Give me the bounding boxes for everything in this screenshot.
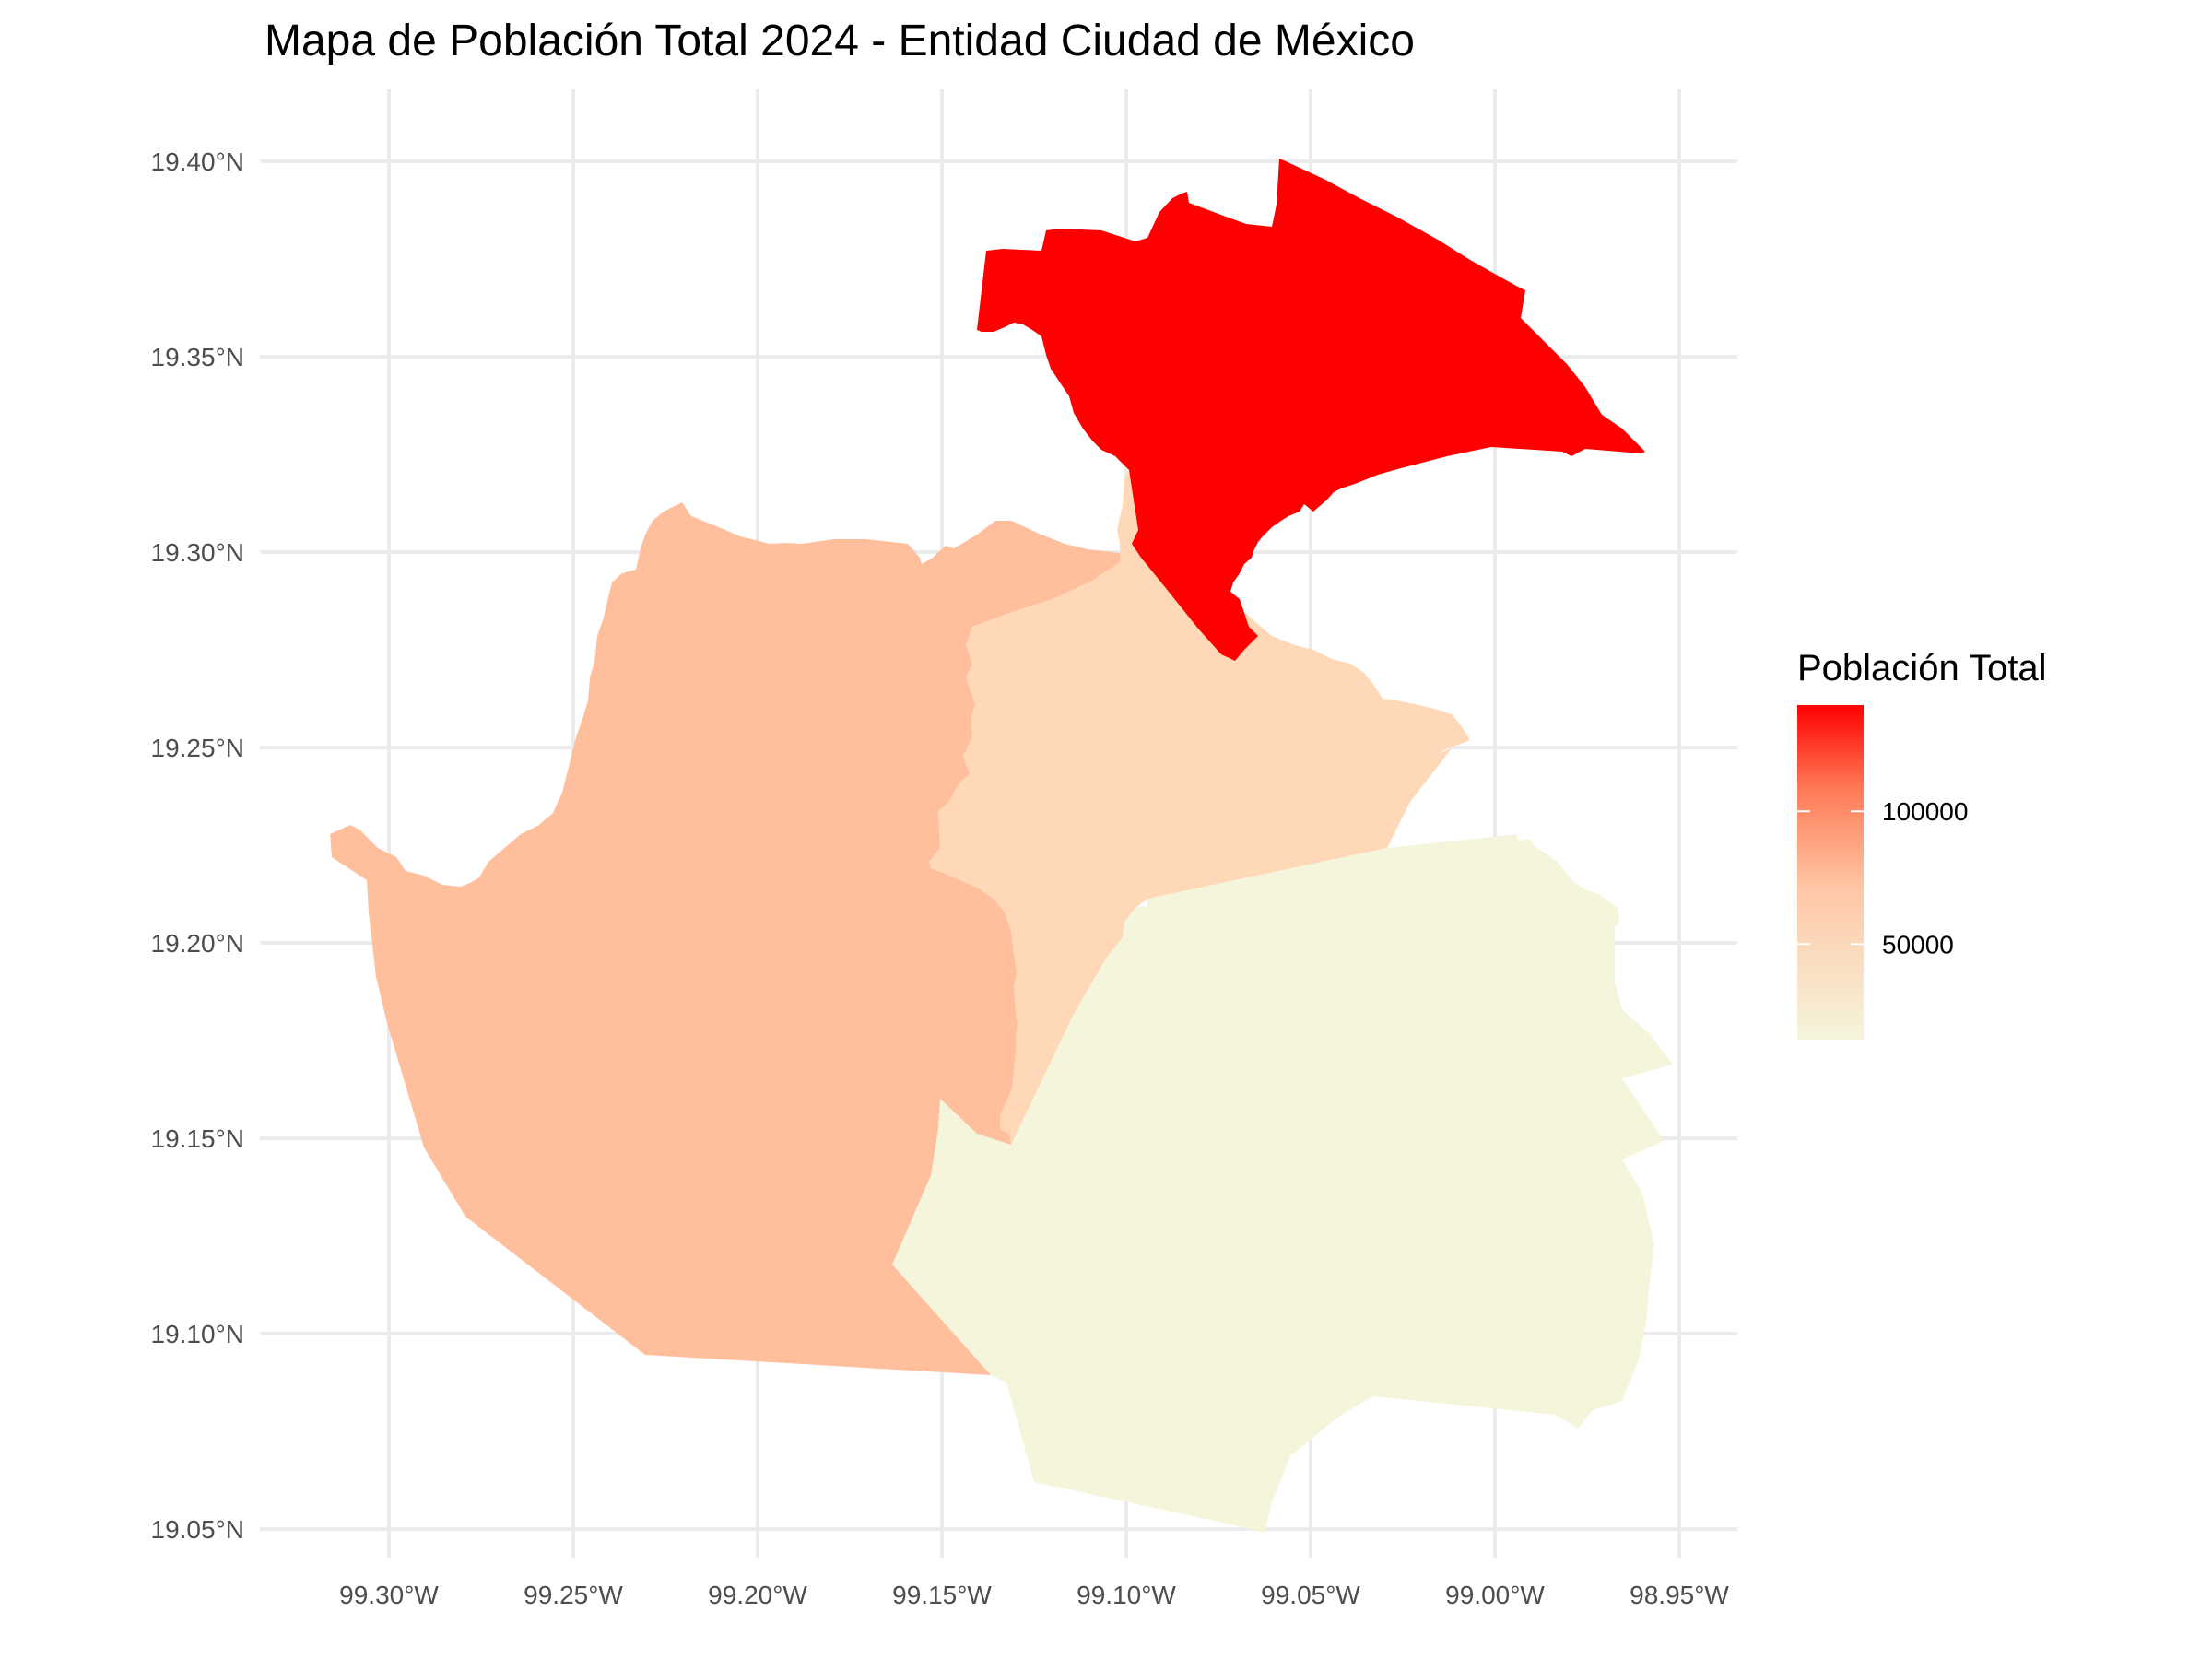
region-north-east bbox=[977, 159, 1645, 661]
legend: Población Total 100000 50000 bbox=[1797, 648, 2047, 1040]
x-tick-label: 99.20°W bbox=[708, 1581, 807, 1609]
legend-ticks bbox=[1797, 810, 1864, 946]
y-tick-label: 19.25°N bbox=[151, 734, 245, 762]
y-tick-label: 19.35°N bbox=[151, 343, 245, 371]
y-tick-label: 19.10°N bbox=[151, 1320, 245, 1348]
legend-label: 50000 bbox=[1882, 930, 1954, 959]
x-tick-label: 99.30°W bbox=[339, 1581, 439, 1609]
y-axis-labels: 19.40°N 19.35°N 19.30°N 19.25°N 19.20°N … bbox=[151, 147, 245, 1544]
x-tick-label: 99.00°W bbox=[1445, 1581, 1545, 1609]
y-tick-label: 19.40°N bbox=[151, 147, 245, 176]
y-tick-label: 19.05°N bbox=[151, 1515, 245, 1544]
x-tick-label: 99.25°W bbox=[524, 1581, 623, 1609]
region-south-east bbox=[892, 834, 1673, 1533]
y-tick-label: 19.15°N bbox=[151, 1124, 245, 1153]
legend-label: 100000 bbox=[1882, 797, 1968, 826]
x-axis-labels: 99.30°W 99.25°W 99.20°W 99.15°W 99.10°W … bbox=[339, 1581, 1729, 1609]
legend-colorbar bbox=[1797, 705, 1864, 1040]
regions bbox=[330, 159, 1673, 1533]
x-tick-label: 99.10°W bbox=[1077, 1581, 1176, 1609]
map-title: Mapa de Población Total 2024 - Entidad C… bbox=[265, 17, 1415, 65]
y-tick-label: 19.30°N bbox=[151, 538, 245, 567]
x-tick-label: 98.95°W bbox=[1630, 1581, 1729, 1609]
x-tick-label: 99.05°W bbox=[1261, 1581, 1360, 1609]
x-tick-label: 99.15°W bbox=[892, 1581, 992, 1609]
region-central bbox=[929, 470, 1470, 1145]
region-west bbox=[330, 502, 1120, 1375]
y-tick-label: 19.20°N bbox=[151, 929, 245, 958]
legend-title: Población Total bbox=[1797, 648, 2047, 688]
